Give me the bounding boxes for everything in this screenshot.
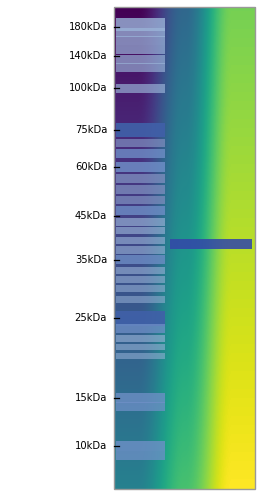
Bar [116,18,165,31]
Bar [116,227,165,234]
Bar [116,185,165,194]
Bar [170,239,252,249]
Bar [116,402,165,411]
Bar [116,218,165,226]
Text: 180kDa: 180kDa [69,22,107,32]
Bar [116,393,165,403]
Text: 75kDa: 75kDa [75,125,107,135]
Bar [116,324,165,333]
Bar [116,28,165,37]
Text: 100kDa: 100kDa [69,83,107,93]
Bar [116,123,165,137]
Bar [116,255,165,264]
Bar [116,55,165,64]
Bar [116,206,165,215]
Bar [116,246,165,254]
Bar [116,267,165,274]
Bar [116,45,165,54]
Bar [116,311,165,326]
Bar [116,276,165,283]
Text: 10kDa: 10kDa [75,441,107,451]
Bar [116,196,165,204]
Text: 15kDa: 15kDa [75,393,107,403]
Bar [116,162,165,172]
Bar [116,84,165,93]
Bar [116,36,165,45]
Text: 60kDa: 60kDa [75,162,107,172]
Bar [116,296,165,303]
Bar [116,149,165,158]
Bar [116,451,165,460]
Bar [116,353,165,359]
Bar [114,7,255,489]
Text: 35kDa: 35kDa [75,255,107,265]
Bar [116,174,165,183]
Bar [116,441,165,451]
Bar [116,285,165,292]
Bar [116,335,165,342]
Bar [116,63,165,72]
Bar [116,237,165,244]
Text: 45kDa: 45kDa [75,211,107,221]
Bar [116,344,165,350]
Text: 25kDa: 25kDa [75,313,107,323]
Bar [116,139,165,147]
Text: 140kDa: 140kDa [69,51,107,61]
